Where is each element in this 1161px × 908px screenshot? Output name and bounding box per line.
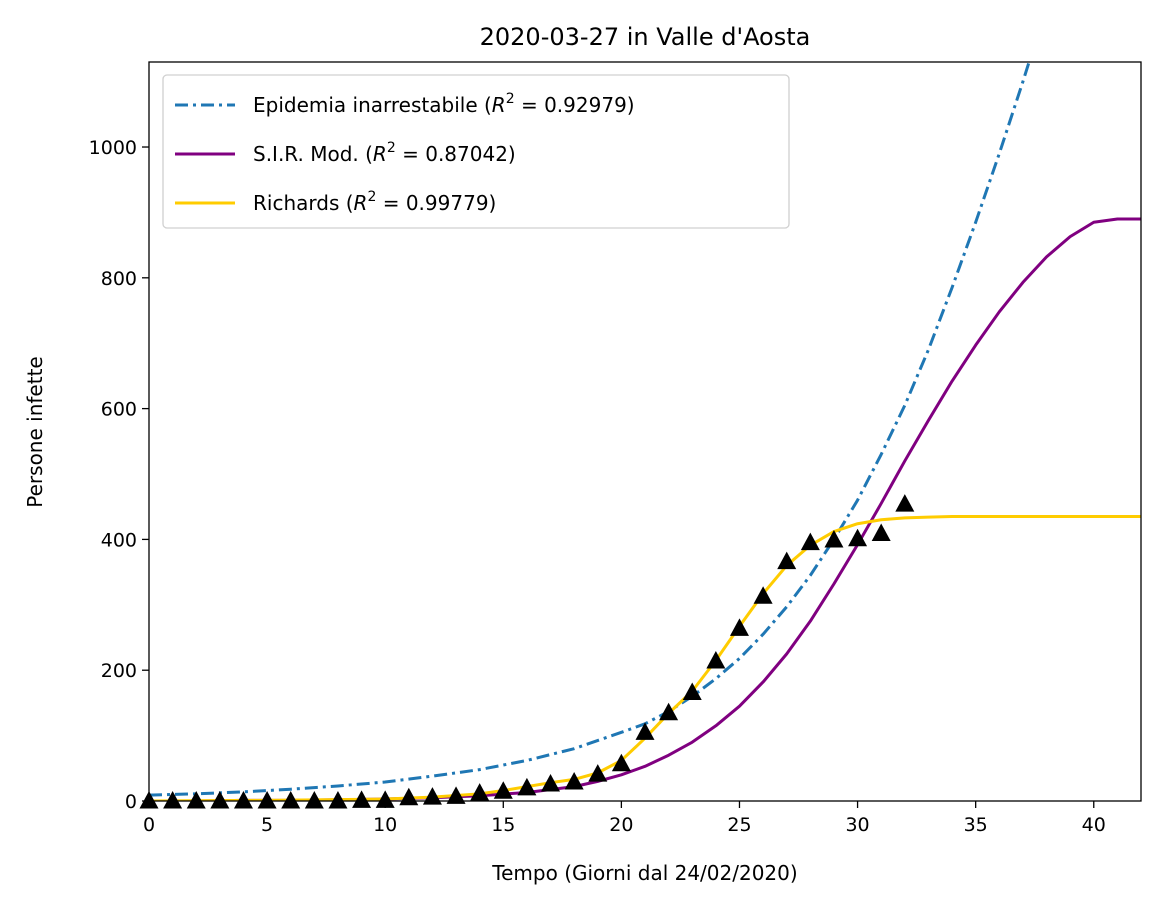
y-axis-label: Persone infette bbox=[23, 356, 47, 507]
data-point-marker bbox=[352, 790, 372, 808]
data-point-marker bbox=[257, 791, 277, 809]
data-point-marker bbox=[233, 791, 253, 809]
plot-area-frame bbox=[148, 61, 1142, 802]
legend-label-sir: S.I.R. Mod. (R2 = 0.87042) bbox=[253, 140, 516, 166]
x-tick-label: 30 bbox=[845, 814, 869, 836]
data-point-marker bbox=[611, 753, 631, 772]
legend-label-richards: Richards (R2 = 0.99779) bbox=[253, 189, 496, 215]
x-tick-label: 5 bbox=[261, 814, 273, 836]
x-tick-label: 35 bbox=[964, 814, 988, 836]
data-point-marker bbox=[564, 772, 584, 790]
data-point-marker bbox=[281, 791, 301, 809]
data-point-marker bbox=[470, 783, 490, 801]
data-point-marker bbox=[517, 777, 537, 796]
data-point-marker bbox=[328, 791, 348, 809]
x-tick-label: 25 bbox=[727, 814, 751, 836]
chart-title: 2020-03-27 in Valle d'Aosta bbox=[480, 23, 811, 51]
y-tick-label: 200 bbox=[101, 660, 137, 682]
y-tick-label: 600 bbox=[101, 399, 137, 421]
data-point-marker bbox=[186, 791, 206, 809]
data-point-marker bbox=[163, 791, 183, 809]
legend: Epidemia inarrestabile (R2 = 0.92979) S.I… bbox=[162, 74, 790, 229]
x-tick-label: 40 bbox=[1082, 814, 1106, 836]
legend-box bbox=[162, 74, 790, 229]
data-point-marker bbox=[446, 786, 466, 804]
x-tick-label: 15 bbox=[491, 814, 515, 836]
data-point-marker bbox=[824, 530, 844, 548]
data-point-marker bbox=[375, 790, 395, 808]
observed-data-markers bbox=[139, 494, 915, 809]
data-point-marker bbox=[777, 551, 797, 570]
data-point-marker bbox=[422, 787, 442, 805]
y-axis-ticks: 0 200 400 600 800 1000 bbox=[89, 137, 149, 813]
data-point-marker bbox=[848, 528, 868, 547]
data-point-marker bbox=[800, 532, 820, 551]
x-axis-ticks: 0 5 10 15 20 25 30 35 40 bbox=[143, 801, 1106, 836]
data-point-marker bbox=[588, 764, 608, 782]
data-point-marker bbox=[635, 722, 655, 740]
legend-label-exponential: Epidemia inarrestabile (R2 = 0.92979) bbox=[253, 91, 635, 117]
data-point-marker bbox=[659, 702, 679, 721]
y-tick-label: 1000 bbox=[89, 137, 137, 159]
series-line-richards bbox=[149, 515, 1141, 801]
y-tick-label: 400 bbox=[101, 529, 137, 551]
series-line-exponential bbox=[149, 62, 1031, 797]
data-point-marker bbox=[729, 618, 749, 636]
data-point-marker bbox=[753, 586, 773, 604]
y-tick-label: 0 bbox=[125, 791, 137, 813]
x-tick-label: 10 bbox=[373, 814, 397, 836]
data-point-marker bbox=[895, 494, 915, 512]
x-axis-label: Tempo (Giorni dal 24/02/2020) bbox=[491, 861, 797, 885]
data-point-marker bbox=[706, 651, 726, 669]
x-tick-label: 20 bbox=[609, 814, 633, 836]
data-point-marker bbox=[304, 791, 324, 809]
series-line-sir bbox=[149, 217, 1141, 801]
data-point-marker bbox=[871, 523, 891, 542]
data-point-marker bbox=[210, 791, 230, 809]
x-tick-label: 0 bbox=[143, 814, 155, 836]
data-point-marker bbox=[541, 773, 561, 792]
data-point-marker bbox=[493, 781, 513, 799]
y-tick-label: 800 bbox=[101, 268, 137, 290]
data-point-marker bbox=[682, 682, 702, 700]
